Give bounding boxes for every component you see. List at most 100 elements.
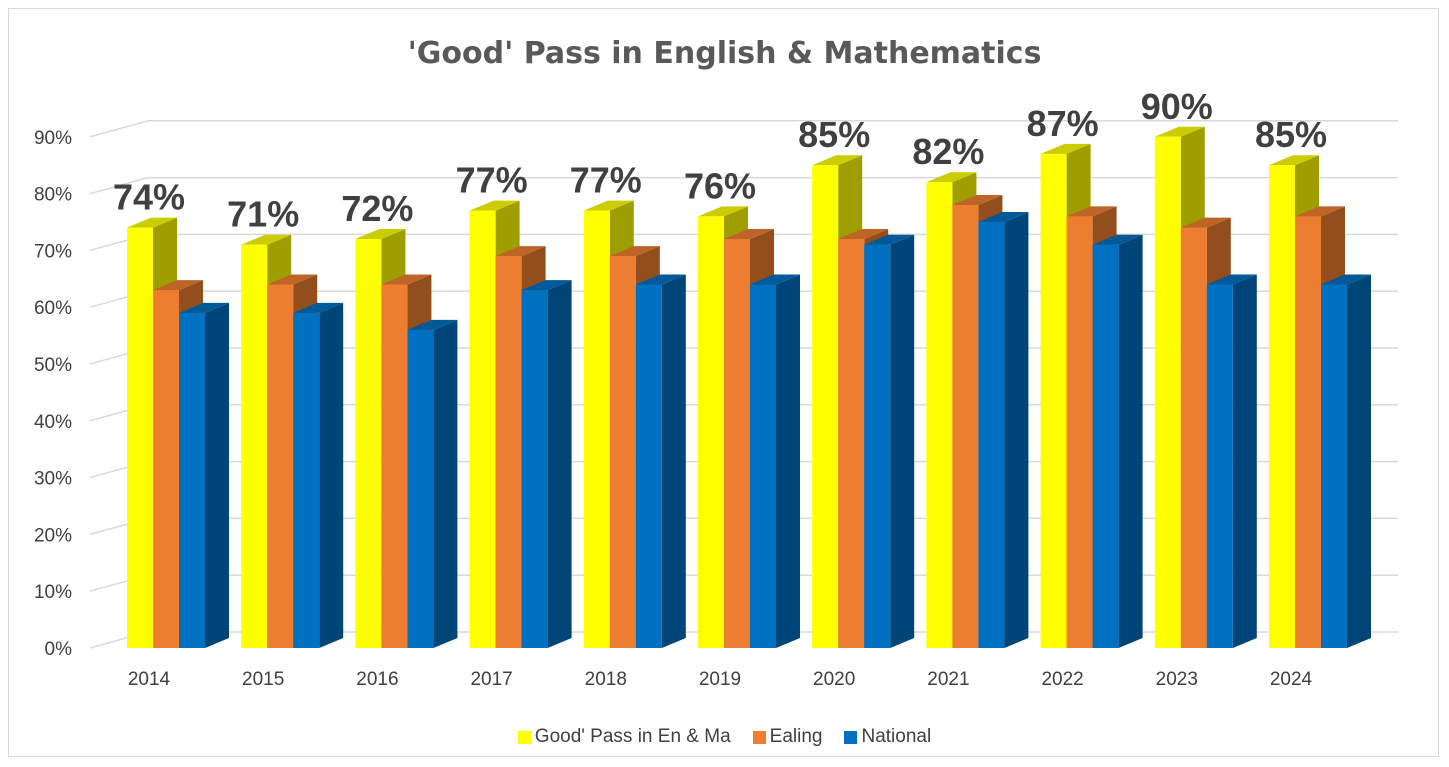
- legend-swatch-national: [844, 730, 858, 744]
- y-tick-label: 0%: [45, 639, 73, 660]
- bar-top: [1040, 143, 1091, 154]
- bar-top: [583, 200, 634, 211]
- bar-front: [521, 290, 548, 648]
- bar-top: [1154, 126, 1205, 137]
- bar-side: [1004, 212, 1029, 648]
- bar-front: [153, 290, 179, 648]
- bar-front: [1269, 165, 1295, 648]
- data-label: 77%: [570, 160, 642, 201]
- bar-front: [355, 239, 382, 649]
- data-label: 74%: [113, 177, 185, 218]
- bar-front: [469, 210, 496, 648]
- bar-top: [724, 229, 774, 240]
- bar-national: [407, 319, 458, 648]
- bar-national: [1321, 274, 1371, 648]
- bar-top: [609, 246, 660, 257]
- bar-top: [241, 234, 292, 245]
- bar-national: [635, 274, 686, 648]
- gridline-depth: [89, 120, 149, 138]
- y-tick-label: 10%: [34, 582, 72, 603]
- x-tick-label: 2018: [585, 669, 627, 690]
- bar-top: [521, 280, 572, 291]
- legend-label-good-pass: Good' Pass in En & Ma: [534, 726, 731, 747]
- bar-top: [635, 274, 686, 285]
- bar-front: [407, 329, 434, 648]
- y-tick-label: 80%: [34, 185, 72, 206]
- bar-top: [1206, 274, 1257, 285]
- bar-front: [864, 244, 891, 648]
- bar-front: [1066, 216, 1093, 648]
- bar-front: [609, 256, 636, 648]
- y-axis: 0% 10% 20% 30% 40% 50% 60% 70% 80% 90%: [34, 128, 72, 660]
- bar-side: [319, 302, 344, 648]
- bar-national: [750, 274, 800, 648]
- bar-front: [812, 165, 839, 648]
- bar-front: [952, 204, 979, 648]
- x-tick-label: 2016: [356, 669, 398, 690]
- bar-side: [661, 274, 686, 648]
- data-label: 72%: [341, 188, 413, 229]
- x-tick-label: 2021: [927, 669, 969, 690]
- bar-front: [635, 284, 662, 648]
- bar-top: [1295, 206, 1345, 217]
- bar-top: [355, 229, 406, 240]
- bar-top: [1269, 155, 1319, 166]
- bar-front: [293, 312, 320, 648]
- bar-front: [127, 227, 153, 648]
- gridline-depth: [89, 176, 149, 195]
- bar-top: [1321, 274, 1371, 285]
- x-tick-label: 2017: [470, 669, 512, 690]
- bar-side: [776, 274, 800, 648]
- bar-side: [1347, 274, 1371, 648]
- bar-top: [838, 229, 889, 240]
- bar-top: [864, 234, 915, 245]
- bar-top: [1180, 217, 1231, 228]
- bar-top: [407, 319, 458, 330]
- legend-label-national: National: [861, 726, 932, 747]
- chart-title: 'Good' Pass in English & Mathematics: [407, 36, 1042, 71]
- legend-item-ealing: Ealing: [752, 726, 823, 748]
- y-tick-label: 30%: [34, 469, 72, 490]
- x-tick-label: 2015: [242, 669, 284, 690]
- bar-top: [179, 302, 229, 313]
- bar-front: [926, 182, 953, 649]
- bar-top: [127, 217, 177, 228]
- bar-national: [293, 302, 344, 648]
- bar-front: [724, 239, 750, 649]
- bar-top: [1092, 234, 1143, 245]
- bar-top: [293, 302, 344, 313]
- data-label: 76%: [684, 165, 756, 206]
- data-labels: 74% 2014 71% 2015 72% 2016 77% 2017 77% 2018 76% 20…: [113, 86, 1327, 690]
- legend-label-ealing: Ealing: [769, 726, 823, 747]
- data-label: 85%: [1255, 114, 1327, 155]
- bar-top: [698, 206, 748, 217]
- x-tick-label: 2020: [813, 669, 855, 690]
- y-tick-label: 90%: [34, 128, 72, 149]
- bar-front: [1321, 284, 1347, 648]
- data-label: 71%: [227, 194, 299, 235]
- bar-top: [812, 155, 863, 166]
- data-label: 77%: [456, 160, 528, 201]
- bar-front: [495, 256, 522, 648]
- bar-front: [750, 284, 776, 648]
- bar-top: [495, 246, 546, 257]
- legend-item-good-pass: Good' Pass in En & Ma: [517, 726, 731, 748]
- bar-top: [1066, 206, 1117, 217]
- bar-top: [469, 200, 520, 211]
- x-tick-label: 2019: [699, 669, 741, 690]
- bar-side: [433, 319, 458, 648]
- bar-front: [1154, 136, 1181, 649]
- bar-front: [241, 244, 268, 648]
- bar-front: [978, 222, 1005, 648]
- legend-swatch-ealing: [752, 730, 766, 744]
- bar-national: [179, 302, 229, 648]
- bar-front: [1180, 227, 1207, 648]
- bar-top: [267, 274, 318, 285]
- bar-top: [381, 274, 432, 285]
- legend-item-national: National: [844, 726, 931, 748]
- data-label: 82%: [912, 131, 984, 172]
- x-tick-label: 2024: [1270, 669, 1313, 690]
- bar-national: [1092, 234, 1143, 648]
- x-tick-label: 2022: [1041, 669, 1083, 690]
